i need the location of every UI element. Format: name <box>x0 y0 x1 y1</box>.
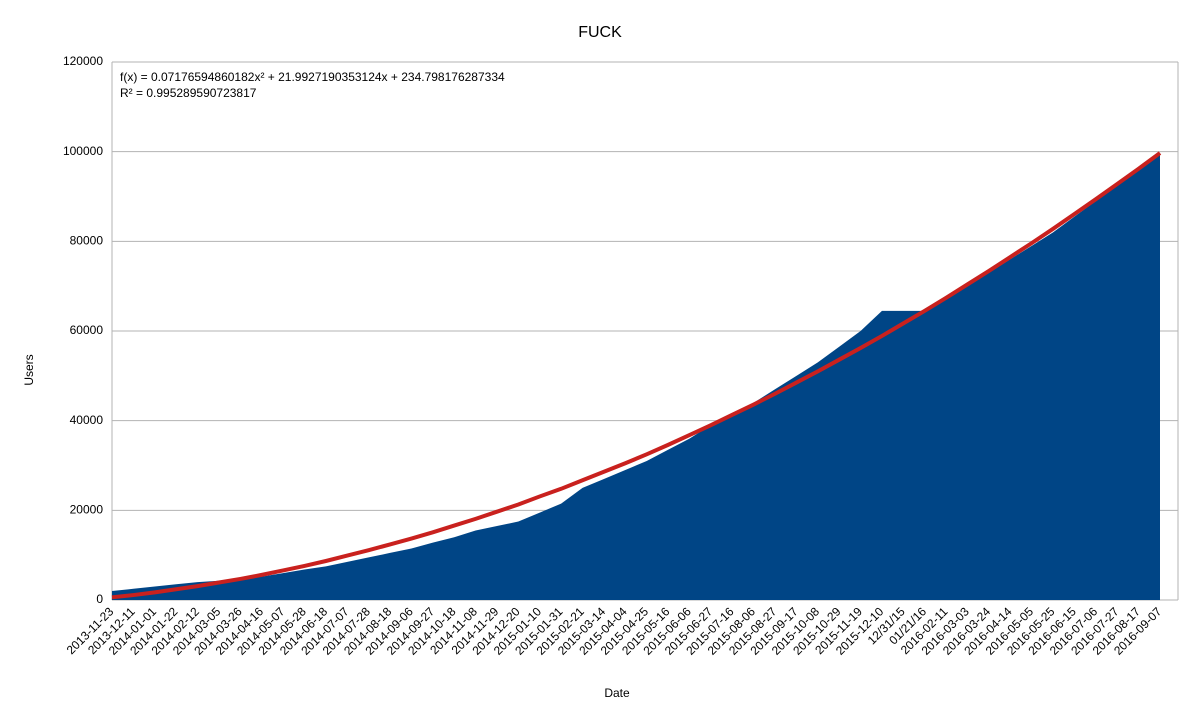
y-tick-label: 100000 <box>63 144 103 158</box>
chart-title: FUCK <box>578 24 622 41</box>
y-tick-label: 60000 <box>70 323 104 337</box>
area <box>112 153 1160 601</box>
equation: f(x) = 0.07176594860182x² + 21.992719035… <box>120 70 505 84</box>
trend-line <box>111 151 1162 600</box>
y-tick-label: 0 <box>96 592 103 606</box>
y-tick-label: 120000 <box>63 54 103 68</box>
y-tick-label: 80000 <box>70 234 104 248</box>
equation: R² = 0.995289590723817 <box>120 86 257 100</box>
y-tick-label: 20000 <box>70 503 104 517</box>
y-tick-label: 40000 <box>70 413 104 427</box>
y-axis-label: Users <box>22 354 36 385</box>
x-axis-label: Date <box>604 686 630 700</box>
